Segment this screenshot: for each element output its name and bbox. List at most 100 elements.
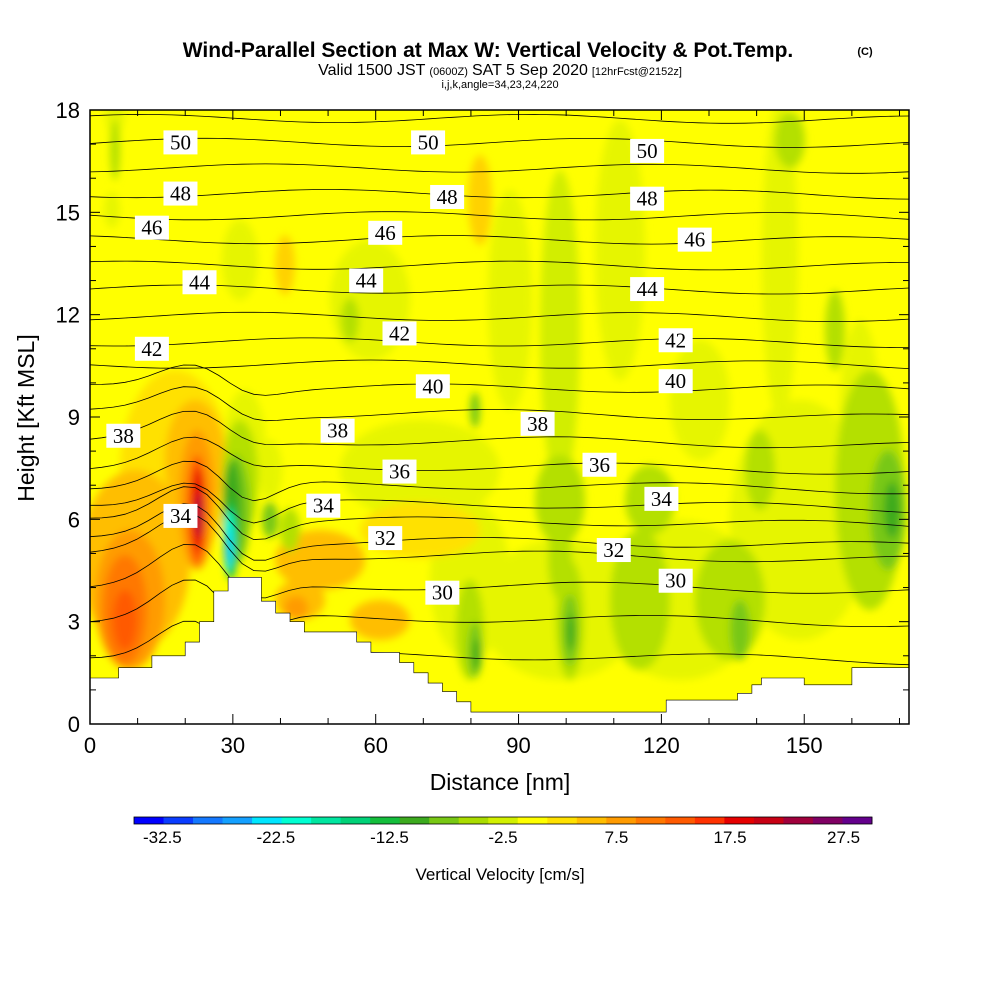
contour-label-25: 32 — [368, 526, 403, 551]
x-tick-label: 0 — [84, 733, 96, 758]
velocity-blob-24 — [695, 540, 765, 660]
y-tick-label: 18 — [56, 98, 80, 123]
theta-contour-47 — [90, 211, 909, 221]
contour-label-text: 48 — [437, 185, 458, 209]
plot-area: 50 50 50 48 48 48 46 46 46 44 44 44 42 42 42 40 40 38 38 38… — [90, 110, 909, 724]
colorbar-tick-label: 7.5 — [605, 828, 629, 847]
contour-label-19: 38 — [520, 411, 555, 436]
valid-utc: (0600Z) — [429, 66, 468, 78]
velocity-blob-32 — [473, 639, 481, 671]
velocity-blob-37 — [548, 520, 572, 600]
contour-label-10: 44 — [349, 268, 384, 293]
contour-label-28: 30 — [658, 568, 693, 593]
contour-label-14: 42 — [658, 328, 693, 353]
contour-label-text: 44 — [637, 277, 659, 301]
contour-label-text: 50 — [637, 139, 658, 163]
colorbar-swatch — [488, 817, 519, 824]
contour-label-24: 34 — [644, 486, 679, 511]
contour-label-4: 48 — [430, 184, 465, 209]
colorbar-swatch — [724, 817, 755, 824]
velocity-blob-6 — [488, 190, 532, 410]
colorbar-swatch — [576, 817, 607, 824]
colorbar-swatch — [163, 817, 194, 824]
theta-contour-51 — [90, 113, 909, 124]
velocity-blob-13 — [775, 112, 805, 168]
terrain-mask — [90, 577, 909, 724]
theta-contour-31 — [90, 544, 909, 599]
velocity-blob-62 — [280, 508, 300, 552]
velocity-blob-52 — [350, 600, 410, 640]
contour-label-17: 38 — [106, 423, 141, 448]
velocity-blob-14 — [825, 290, 845, 370]
velocity-blob-60 — [225, 532, 229, 564]
contour-label-text: 46 — [375, 221, 396, 245]
colorbar-tick-label: -2.5 — [488, 828, 517, 847]
contour-labels: 50 50 50 48 48 48 46 46 46 44 44 44 42 42 42 40 40 38 38 38… — [106, 130, 712, 605]
contour-label-text: 38 — [527, 412, 548, 436]
contour-label-27: 30 — [425, 580, 460, 605]
colorbar-swatch — [429, 817, 460, 824]
y-tick-label: 6 — [68, 507, 80, 532]
theta-contour-34 — [90, 486, 909, 541]
contour-label-3: 48 — [163, 181, 198, 206]
colorbar-swatch — [399, 817, 430, 824]
terrain-outline — [90, 577, 909, 713]
contour-label-text: 48 — [170, 182, 191, 206]
colorbar-tick-label: -32.5 — [143, 828, 182, 847]
forecast-info: [12hrFcst@2152z] — [592, 66, 682, 78]
x-axis-label: Distance [nm] — [430, 769, 571, 795]
theta-contour-41 — [90, 359, 909, 369]
theta-contour-36 — [90, 460, 909, 502]
velocity-blob-9 — [341, 298, 359, 342]
contour-label-21: 36 — [582, 452, 617, 477]
y-tick-label: 9 — [68, 405, 80, 430]
colorbar-swatch — [694, 817, 725, 824]
theta-contour-44 — [90, 284, 909, 295]
colorbar-swatch — [281, 817, 312, 824]
colorbar-swatch — [812, 817, 843, 824]
velocity-blob-7 — [540, 170, 580, 490]
theta-contour-42 — [90, 337, 909, 348]
contour-label-23: 34 — [306, 493, 341, 518]
contour-label-text: 50 — [170, 130, 191, 154]
y-tick-label: 15 — [56, 200, 80, 225]
velocity-blob-27 — [745, 430, 775, 510]
contour-label-text: 46 — [684, 228, 705, 252]
x-tick-label: 90 — [506, 733, 530, 758]
contour-label-16: 40 — [658, 369, 693, 394]
contour-label-12: 42 — [134, 336, 169, 361]
velocity-blob-3 — [222, 220, 258, 300]
contour-label-text: 44 — [189, 270, 211, 294]
colorbar-swatch — [517, 817, 548, 824]
colorbar-tick-label: 17.5 — [714, 828, 747, 847]
section-params: i,j,k,angle=34,23,24,220 — [441, 79, 558, 91]
contour-label-text: 30 — [665, 569, 686, 593]
colorbar-swatch — [842, 817, 873, 824]
contour-label-text: 42 — [141, 337, 162, 361]
contour-label-text: 30 — [432, 581, 453, 605]
x-tick-label: 120 — [643, 733, 680, 758]
valid-time: Valid 1500 JST — [318, 62, 426, 79]
theta-contour-39 — [90, 386, 909, 422]
contour-label-text: 44 — [356, 269, 378, 293]
velocity-blob-10 — [595, 120, 645, 380]
contour-label-text: 46 — [141, 216, 162, 240]
contour-label-text: 32 — [603, 538, 624, 562]
theta-contour-43 — [90, 311, 909, 322]
contour-label-text: 38 — [113, 424, 134, 448]
chart-title: Wind-Parallel Section at Max W: Vertical… — [183, 39, 794, 62]
contour-label-text: 42 — [389, 321, 410, 345]
contour-label-6: 46 — [134, 215, 169, 240]
valid-time-line: Valid 1500 JST (0600Z) SAT 5 Sep 2020 [12hr… — [318, 62, 682, 79]
colorbar-swatch — [340, 817, 371, 824]
velocity-blob-5 — [468, 155, 492, 245]
contour-label-text: 50 — [418, 130, 439, 154]
colorbar-swatch — [665, 817, 696, 824]
contour-label-9: 44 — [182, 270, 217, 295]
velocity-blob-34 — [567, 614, 575, 650]
contour-label-2: 50 — [630, 138, 665, 163]
velocity-blob-35 — [730, 600, 750, 660]
colorbar-swatch — [753, 817, 784, 824]
contour-label-8: 46 — [677, 227, 712, 252]
